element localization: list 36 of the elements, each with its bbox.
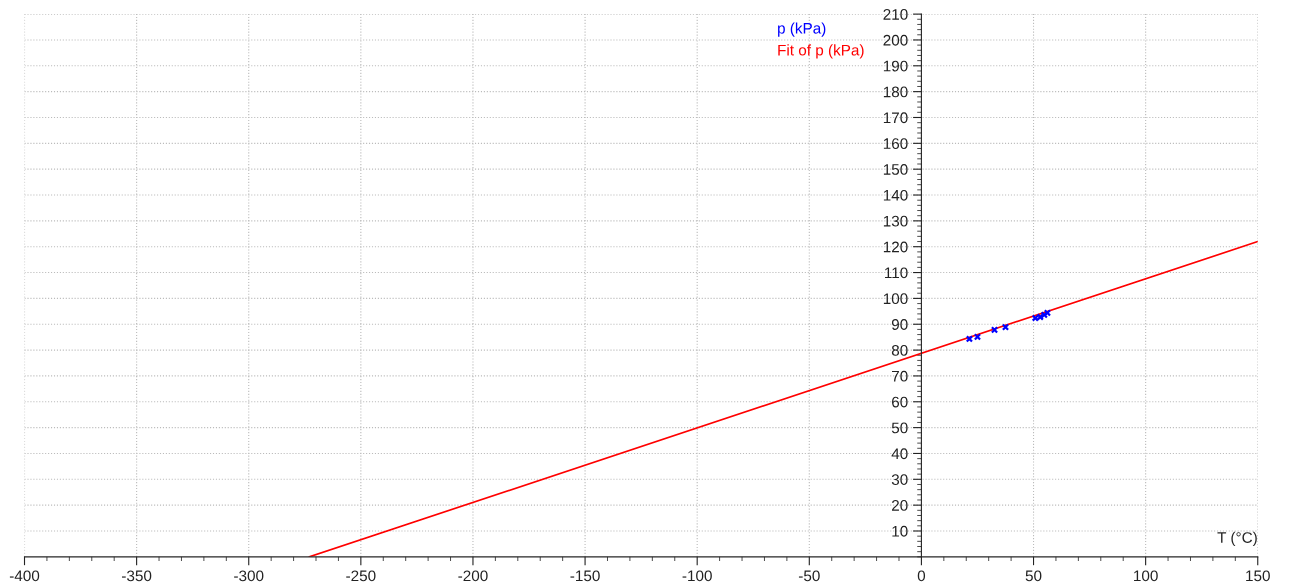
x-tick-label: -150 [570, 570, 600, 582]
x-tick-label: 0 [917, 570, 926, 582]
x-tick-label: -400 [9, 570, 40, 582]
x-tick-label: -300 [234, 570, 264, 582]
y-tick-label: 110 [885, 267, 908, 279]
y-tick-label: 80 [891, 344, 908, 356]
x-tick-label: -50 [798, 570, 820, 582]
text: p (kPa) [778, 22, 826, 37]
x-tick-label: -350 [122, 570, 152, 582]
text: Fit of p (kPa) [778, 44, 864, 59]
y-tick-label: 170 [883, 112, 908, 124]
y-tick-label: 210 [883, 8, 908, 20]
y-tick-label: 70 [892, 370, 908, 382]
y-tick-label: 90 [891, 319, 908, 330]
x-tick-label: 50 [1025, 570, 1042, 582]
y-tick-label: 150 [883, 164, 908, 175]
x-axis-title: T (°C) [1217, 531, 1257, 546]
x-tick-label: -250 [346, 570, 376, 582]
y-tick-label: 10 [892, 525, 908, 537]
y-tick-label: 40 [891, 448, 908, 460]
y-tick-label: 120 [883, 241, 908, 253]
y-tick-label: 50 [891, 422, 908, 434]
y-tick-label: 160 [883, 138, 908, 150]
x-tick-label: -200 [458, 570, 488, 582]
y-tick-label: 200 [883, 34, 908, 46]
y-tick-label: 180 [883, 86, 908, 98]
y-tick-label: 100 [883, 293, 908, 305]
y-tick-label: 140 [883, 189, 908, 201]
x-tick-label: -100 [682, 570, 712, 582]
y-tick-label: 20 [891, 500, 908, 511]
y-tick-label: 190 [883, 60, 908, 72]
x-tick-label: 150 [1246, 570, 1270, 582]
x-tick-label: 100 [1134, 570, 1158, 582]
y-tick-label: 30 [891, 474, 908, 485]
y-tick-label: 60 [892, 396, 908, 408]
y-tick-label: 130 [883, 215, 908, 227]
